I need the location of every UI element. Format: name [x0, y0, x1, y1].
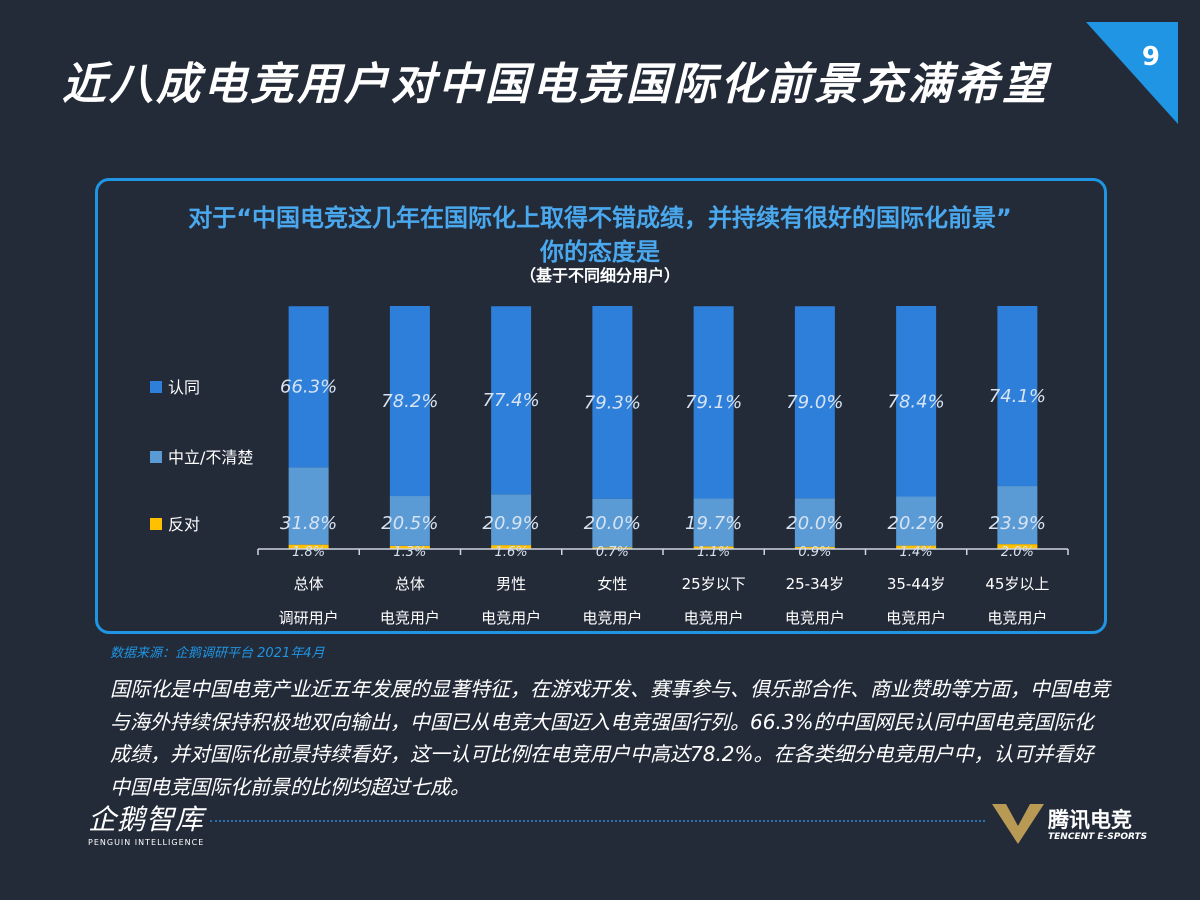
category-label-line1: 45岁以上 [985, 575, 1049, 593]
penguin-intelligence-logo: 企鹅智库 PENGUIN INTELLIGENCE [88, 798, 208, 854]
bar-segment-oppose [794, 546, 835, 549]
bar-segment-agree [794, 306, 835, 499]
bar-segment-oppose [389, 545, 430, 549]
bar-segment-agree [896, 306, 937, 497]
page-number: 9 [1141, 42, 1160, 72]
category-label-line2: 电竞用户 [380, 609, 440, 627]
legend-label: 中立/不清楚 [168, 448, 253, 467]
category-label-line2: 电竞用户 [582, 609, 642, 627]
page-title: 近八成电竞用户对中国电竞国际化前景充满希望 [62, 59, 1049, 110]
category-label-line2: 调研用户 [279, 609, 339, 627]
data-label-oppose: 2.0% [1001, 545, 1034, 560]
data-label-agree: 66.3% [280, 377, 337, 398]
data-source: 数据来源：企鹅调研平台 2021年4月 [110, 646, 325, 661]
legend-swatch [150, 451, 162, 463]
bar-segment-agree [693, 306, 734, 499]
bar-segment-agree [389, 306, 430, 497]
right-logo-text: 腾讯电竞 [1048, 808, 1132, 832]
bar-segment-agree [997, 306, 1038, 487]
bar-segment-neutral [389, 496, 430, 546]
category-label-line1: 总体 [294, 575, 324, 593]
bar-segment-neutral [491, 494, 532, 546]
data-label-neutral: 20.2% [888, 513, 945, 534]
bar-segment-agree [592, 306, 633, 499]
tencent-esports-emblem-icon [992, 804, 1044, 844]
data-label-agree: 79.1% [685, 392, 742, 413]
summary-paragraph: 国际化是中国电竞产业近五年发展的显著特征，在游戏开发、赛事参与、俱乐部合作、商业… [110, 677, 1110, 799]
chart-question-line1: 对于“中国电竞这几年在国际化上取得不错成绩，并持续有很好的国际化前景” [188, 204, 1012, 232]
bar-segment-neutral [794, 498, 835, 547]
bar-segment-neutral [997, 486, 1038, 545]
legend-swatch [150, 518, 162, 530]
data-label-neutral: 20.0% [584, 513, 641, 534]
category-label-line1: 35-44岁 [887, 575, 946, 593]
data-label-oppose: 1.6% [495, 545, 528, 560]
right-logo-subtext: TENCENT E-SPORTS [1048, 832, 1148, 842]
data-label-neutral: 19.7% [685, 513, 742, 534]
bar-segment-agree [491, 306, 532, 495]
data-label-agree: 78.2% [381, 391, 438, 412]
data-label-neutral: 23.9% [989, 513, 1046, 534]
data-label-agree: 79.0% [786, 392, 843, 413]
category-label-line2: 电竞用户 [684, 609, 744, 627]
bar-segment-neutral [693, 498, 734, 547]
category-label-line1: 女性 [597, 575, 627, 593]
category-label-line1: 25-34岁 [786, 575, 845, 593]
bar-segment-neutral [896, 496, 937, 546]
bar-segment-neutral [288, 467, 329, 545]
bar-segment-oppose [592, 547, 633, 549]
bar-segment-oppose [693, 546, 734, 549]
category-label-line2: 电竞用户 [785, 609, 845, 627]
bar-segment-oppose [896, 545, 937, 549]
data-label-oppose: 0.9% [798, 545, 831, 560]
category-label-line2: 电竞用户 [987, 609, 1047, 627]
data-label-oppose: 1.1% [697, 545, 730, 560]
left-logo-subtext: PENGUIN INTELLIGENCE [88, 838, 205, 847]
legend-label: 反对 [168, 515, 200, 534]
chart-panel [95, 178, 1107, 634]
left-logo-text: 企鹅智库 [88, 803, 205, 836]
bar-segment-neutral [592, 498, 633, 548]
chart-question-line2: 你的态度是 [540, 238, 660, 266]
category-label-line2: 电竞用户 [886, 609, 946, 627]
bar-segment-agree [288, 306, 329, 468]
category-label-line2: 电竞用户 [481, 609, 541, 627]
data-label-neutral: 20.0% [786, 513, 843, 534]
data-label-oppose: 0.7% [596, 545, 629, 560]
category-label-line1: 25岁以下 [682, 575, 746, 593]
data-label-agree: 79.3% [584, 392, 641, 413]
legend-label: 认同 [168, 378, 200, 397]
footer-divider [210, 820, 985, 822]
bar-segment-oppose [491, 545, 532, 549]
bar-segment-oppose [288, 544, 329, 549]
data-label-agree: 77.4% [483, 390, 540, 411]
category-label-line1: 总体 [395, 575, 425, 593]
data-label-oppose: 1.3% [393, 545, 426, 560]
data-label-neutral: 20.9% [483, 513, 540, 534]
bar-segment-oppose [997, 544, 1038, 549]
data-label-agree: 78.4% [888, 391, 945, 412]
data-label-oppose: 1.8% [292, 545, 325, 560]
chart-question-note: （基于不同细分用户） [519, 266, 680, 285]
data-label-oppose: 1.4% [900, 545, 933, 560]
legend-swatch [150, 381, 162, 393]
data-label-neutral: 31.8% [280, 513, 337, 534]
category-label-line1: 男性 [496, 575, 526, 593]
data-label-agree: 74.1% [989, 386, 1046, 407]
data-label-neutral: 20.5% [381, 513, 438, 534]
tencent-esports-logo: 腾讯电竞 TENCENT E-SPORTS [990, 800, 1160, 850]
